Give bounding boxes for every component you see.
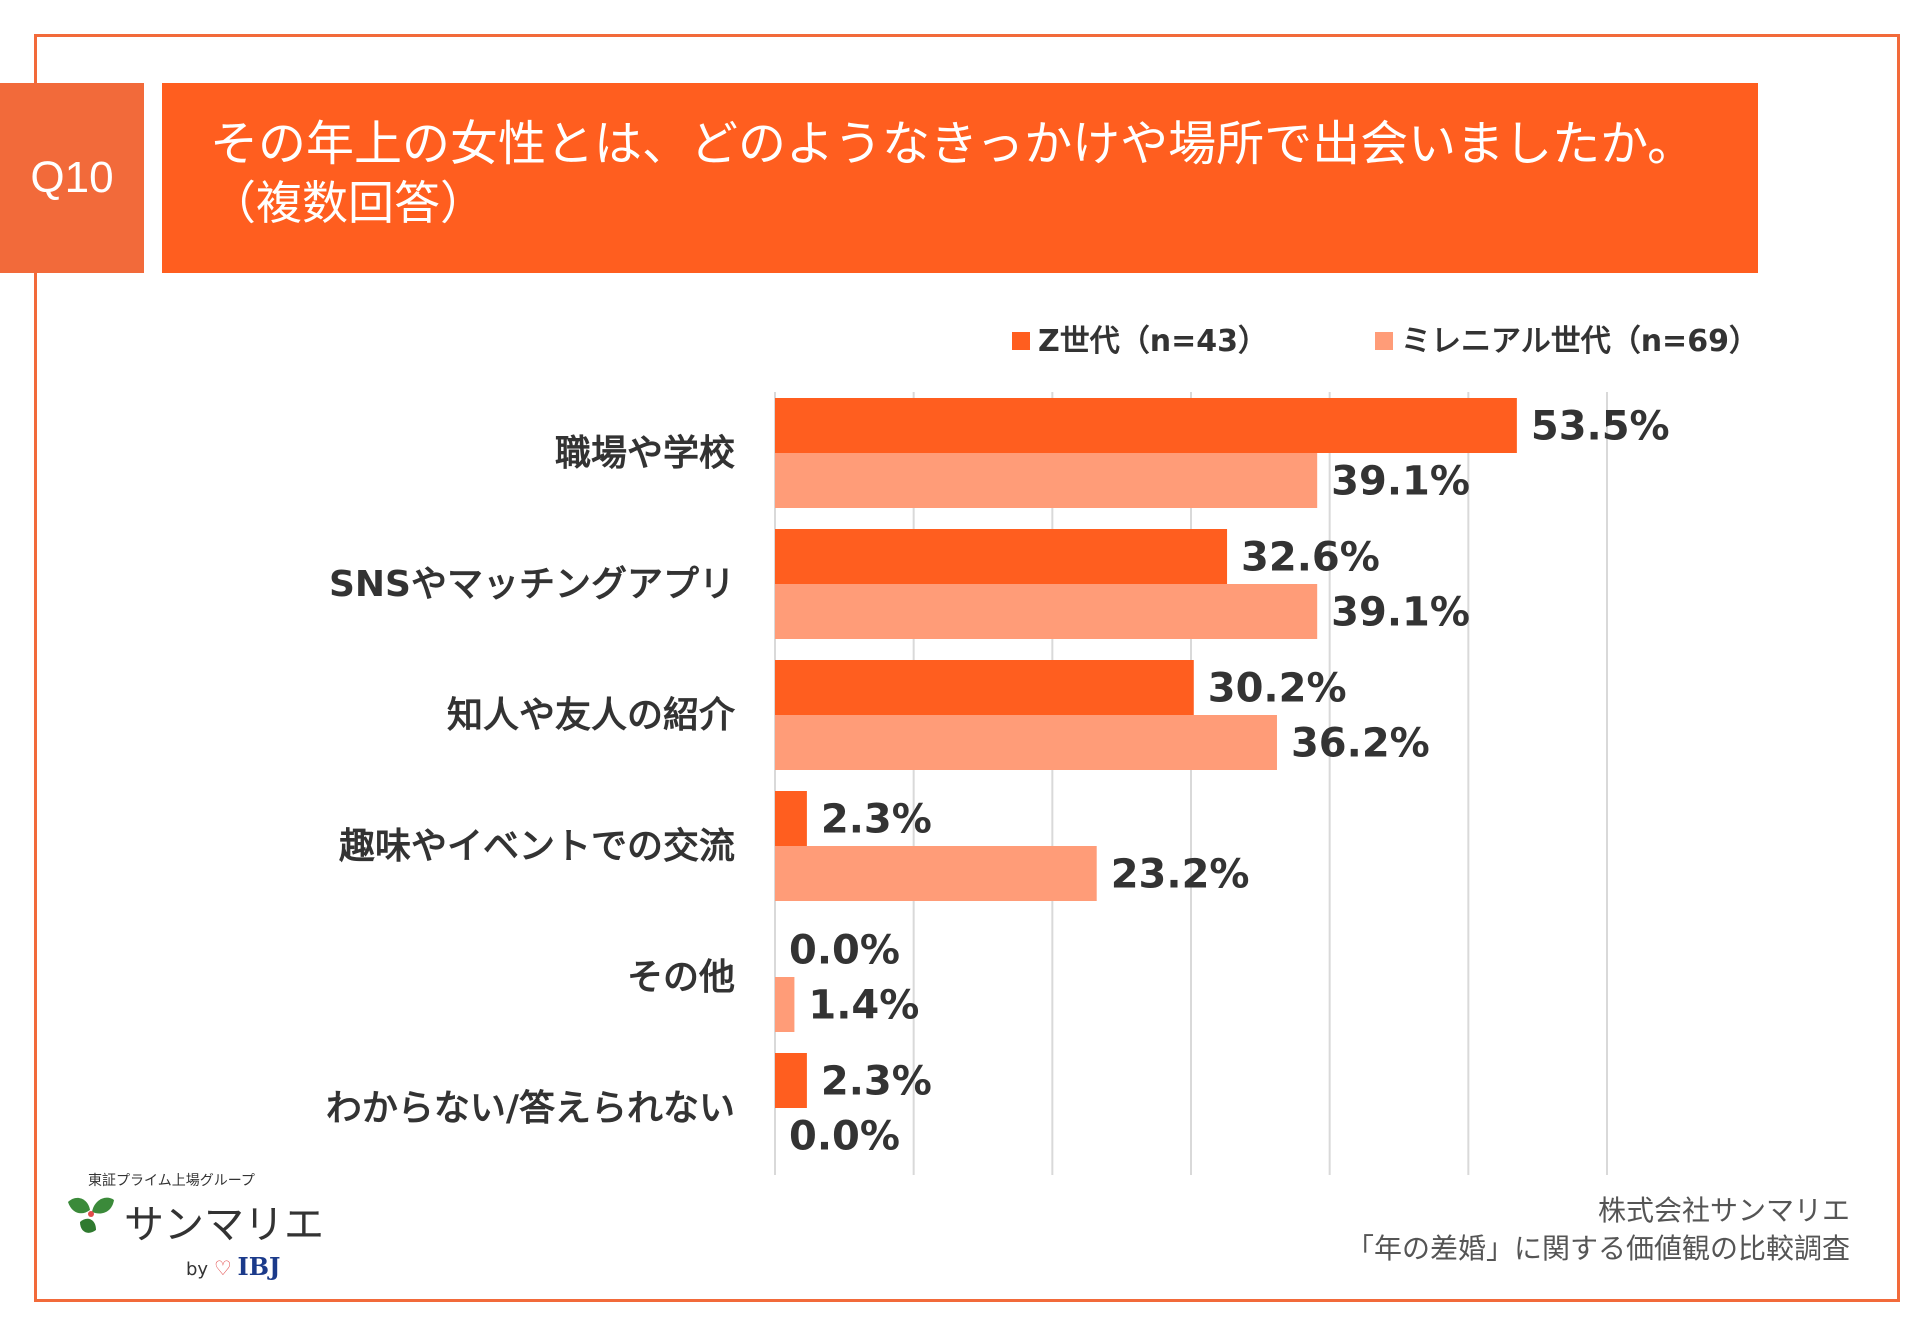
value-label: 39.1%: [1331, 459, 1470, 505]
bar-z: [775, 529, 1228, 584]
category-label: その他: [627, 957, 735, 998]
bar-millennial: [775, 584, 1318, 639]
category-label: わからない/答えられない: [326, 1088, 735, 1129]
source-survey: 「年の差婚」に関する価値観の比較調査: [1345, 1232, 1850, 1265]
legend-label: ミレニアル世代（n=69）: [1401, 324, 1759, 359]
value-label: 1.4%: [808, 983, 919, 1029]
legend: Z世代（n=43） ミレニアル世代（n=69）: [1012, 324, 1759, 359]
value-label: 0.0%: [789, 1114, 900, 1160]
bar-z: [775, 791, 807, 846]
bar-z: [775, 1053, 807, 1108]
logo-ibj: IBJ: [237, 1252, 281, 1281]
value-label: 30.2%: [1208, 666, 1347, 712]
category-label: SNSやマッチングアプリ: [329, 564, 735, 605]
logo-name: サンマリエ: [124, 1202, 324, 1248]
question-note: （複数回答）: [210, 176, 486, 230]
grid-lines: [774, 392, 1608, 1175]
value-label: 36.2%: [1291, 721, 1430, 767]
logo-by-text: by: [186, 1259, 209, 1280]
logo-by: by ♡ IBJ: [186, 1252, 280, 1281]
bar-millennial: [775, 453, 1318, 508]
bar-millennial: [775, 977, 795, 1032]
value-label: 32.6%: [1241, 535, 1380, 581]
source-note: 株式会社サンマリエ 「年の差婚」に関する価値観の比較調査: [1346, 1192, 1850, 1268]
bars: [775, 398, 1517, 1108]
value-label: 23.2%: [1111, 852, 1250, 898]
value-label: 2.3%: [821, 1059, 932, 1105]
value-label: 39.1%: [1331, 590, 1470, 636]
leaf-icon: [68, 1197, 114, 1233]
question-number: Q10: [0, 83, 144, 273]
legend-swatch: [1375, 332, 1393, 350]
labels: 職場や学校 53.5% 39.1% SNSやマッチングアプリ 32.6% 39.1% 知人や…: [326, 404, 1670, 1160]
legend-swatch: [1012, 332, 1030, 350]
bar-z: [775, 660, 1194, 715]
bar-z: [775, 398, 1517, 453]
bar-millennial: [775, 846, 1097, 901]
value-label: 53.5%: [1531, 404, 1670, 450]
chart-frame: [34, 34, 1900, 1302]
source-company: 株式会社サンマリエ: [1597, 1194, 1850, 1227]
legend-label: Z世代（n=43）: [1038, 324, 1268, 359]
company-logo: 東証プライム上場グループ サンマリエ by ♡ IBJ: [62, 1170, 324, 1281]
category-label: 職場や学校: [555, 432, 735, 474]
value-label: 0.0%: [789, 928, 900, 974]
category-label: 知人や友人の紹介: [447, 695, 736, 736]
heart-icon: ♡: [213, 1256, 232, 1280]
title-banner: その年上の女性とは、どのようなきっかけや場所で出会いましたか。 （複数回答）: [162, 83, 1758, 273]
logo-tagline: 東証プライム上場グループ: [88, 1173, 255, 1189]
category-label: 趣味やイベントでの交流: [339, 825, 735, 867]
question-title: その年上の女性とは、どのようなきっかけや場所で出会いましたか。: [210, 116, 1696, 172]
bar-millennial: [775, 715, 1277, 770]
value-label: 2.3%: [821, 797, 932, 843]
